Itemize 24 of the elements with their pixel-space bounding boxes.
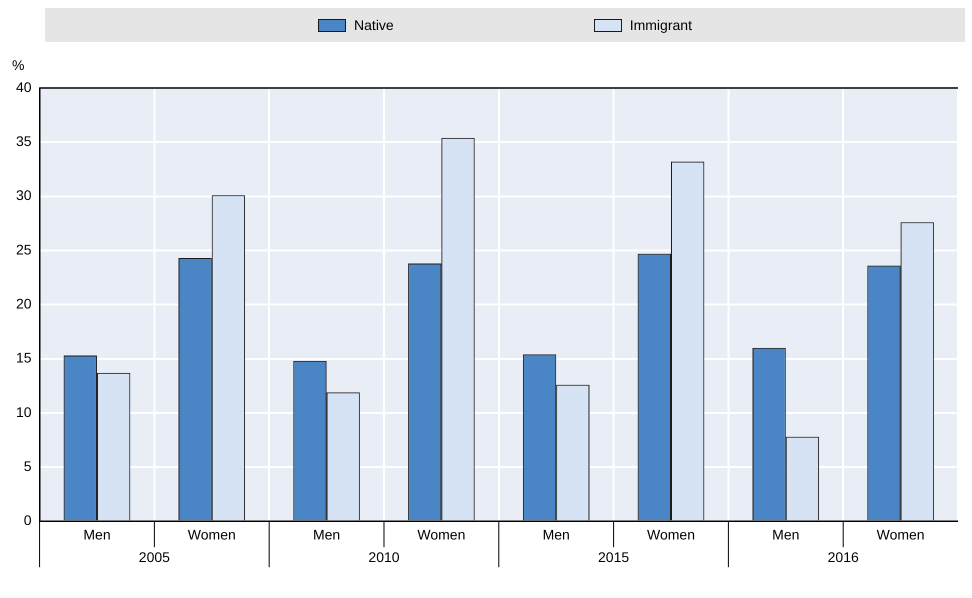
y-tick-label: 30 [16, 187, 32, 204]
y-tick-label: 15 [16, 350, 32, 366]
y-tick-label: 35 [16, 133, 32, 150]
x-tick-label: Men [312, 526, 340, 542]
x-tick-label: Women [417, 526, 466, 542]
legend-label: Native [354, 17, 394, 33]
legend-label: Immigrant [630, 17, 692, 33]
x-tick-label: Men [83, 526, 111, 542]
y-tick-label: 25 [16, 241, 32, 258]
y-axis-title: % [12, 56, 24, 73]
y-tick-label: 0 [24, 512, 32, 528]
y-tick-label: 40 [16, 78, 32, 95]
text: 2015 [598, 549, 630, 566]
x-tick-label: Women [876, 526, 925, 542]
y-tick-label: 10 [16, 404, 32, 420]
text: 2016 [828, 549, 859, 566]
y-tick-label: 20 [16, 295, 32, 312]
x-tick-label: Men [542, 526, 570, 542]
x-tick-label: Women [188, 526, 236, 542]
x-tick-label: Women [647, 526, 695, 542]
x-tick-label: Men [772, 526, 800, 542]
text: 2010 [368, 549, 400, 566]
text: 2005 [138, 549, 170, 566]
y-tick-label: 5 [24, 458, 32, 474]
